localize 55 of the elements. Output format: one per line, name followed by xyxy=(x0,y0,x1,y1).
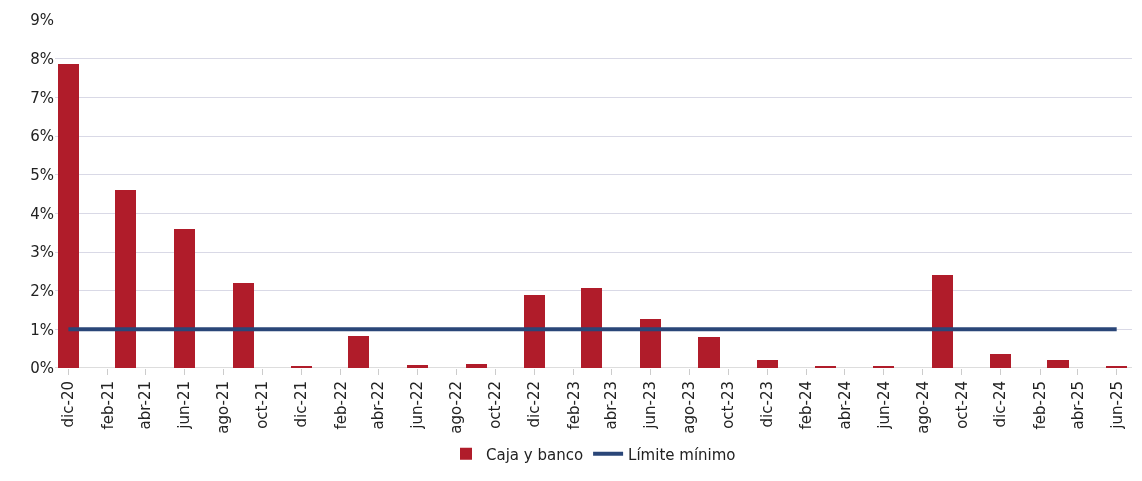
x-tick-label: oct-22 xyxy=(486,381,505,429)
x-tick-label: dic-24 xyxy=(991,381,1010,428)
bar xyxy=(174,229,195,368)
x-tick-label: ago-21 xyxy=(214,381,233,434)
x-tick-label: ago-24 xyxy=(913,381,932,434)
bar xyxy=(407,365,428,368)
y-tick-label: 6% xyxy=(30,127,54,146)
y-tick-label: 0% xyxy=(30,359,54,378)
x-tick-label: jun-25 xyxy=(1107,381,1126,430)
x-tick-label: feb-22 xyxy=(331,381,350,430)
y-tick-label: 9% xyxy=(30,11,54,30)
bar xyxy=(58,64,79,368)
bar xyxy=(698,337,720,368)
bar xyxy=(524,295,545,368)
x-tick-label: abr-22 xyxy=(369,381,388,430)
y-tick-label: 1% xyxy=(30,320,54,339)
x-tick-label: ago-23 xyxy=(680,381,699,434)
y-tick-label: 8% xyxy=(30,49,54,68)
x-tick-label: dic-21 xyxy=(292,381,311,428)
x-tick-label: dic-23 xyxy=(757,381,776,428)
x-tick-label: abr-25 xyxy=(1068,381,1087,430)
x-tick-label: oct-23 xyxy=(719,381,738,429)
bar xyxy=(990,354,1011,368)
x-tick-label: feb-21 xyxy=(98,381,117,430)
y-tick-label: 2% xyxy=(30,281,54,300)
x-tick-label: feb-25 xyxy=(1030,381,1049,430)
x-tick-label: abr-23 xyxy=(602,381,621,430)
x-tick-label: feb-24 xyxy=(797,381,816,430)
x-tick-label: oct-24 xyxy=(952,381,971,429)
bar xyxy=(1047,360,1069,368)
legend-label: Caja y banco xyxy=(486,445,584,464)
x-tick-label: jun-22 xyxy=(408,381,427,430)
bar xyxy=(466,364,487,368)
x-tick-label: jun-23 xyxy=(641,381,660,430)
legend-label: Límite mínimo xyxy=(628,445,736,464)
bar xyxy=(115,190,136,368)
bar xyxy=(932,275,953,368)
x-tick-label: abr-21 xyxy=(136,381,155,430)
bar xyxy=(757,360,778,368)
x-tick-label: ago-22 xyxy=(447,381,466,434)
x-tick-label: dic-20 xyxy=(59,381,78,428)
x-tick-label: jun-21 xyxy=(175,381,194,430)
x-tick-label: feb-23 xyxy=(564,381,583,430)
bar xyxy=(581,288,602,368)
bar xyxy=(348,336,369,368)
bar xyxy=(640,319,661,368)
bar xyxy=(233,283,254,368)
x-tick-label: oct-21 xyxy=(253,381,272,429)
x-tick-label: jun-24 xyxy=(874,381,893,430)
y-tick-label: 5% xyxy=(30,165,54,184)
y-tick-label: 7% xyxy=(30,88,54,107)
y-tick-label: 4% xyxy=(30,204,54,223)
y-tick-label: 3% xyxy=(30,243,54,262)
x-tick-label: dic-22 xyxy=(525,381,544,428)
x-tick-label: abr-24 xyxy=(835,381,854,430)
